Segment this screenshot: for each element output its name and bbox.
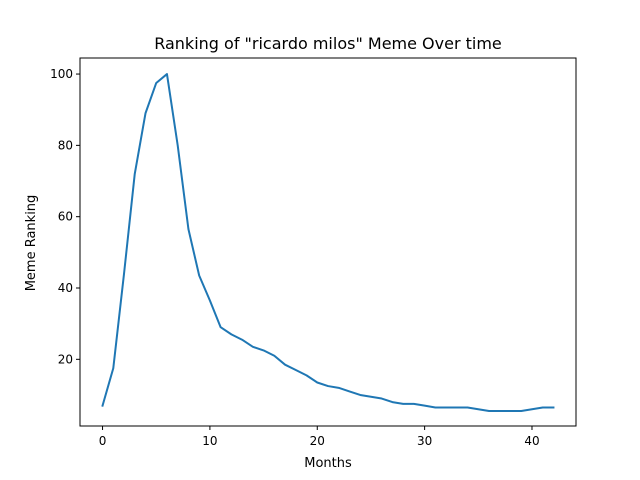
x-tick-label: 0: [99, 434, 107, 448]
x-tick-label: 40: [524, 434, 539, 448]
y-tick-label: 60: [58, 210, 73, 224]
y-axis-label: Meme Ranking: [24, 195, 39, 292]
y-tick-label: 80: [58, 138, 73, 152]
chart-title: Ranking of "ricardo milos" Meme Over tim…: [154, 34, 502, 53]
series-line: [101, 73, 555, 413]
x-axis-label: Months: [304, 456, 352, 471]
plot-area: [101, 73, 555, 413]
x-tick-label: 20: [310, 434, 325, 448]
x-tick-label: 30: [417, 434, 432, 448]
y-tick-label: 40: [58, 281, 73, 295]
x-tick-label: 10: [202, 434, 217, 448]
y-tick-label: 100: [50, 67, 73, 81]
y-axis: 20 40 60 80 100: [50, 67, 80, 366]
y-tick-label: 20: [58, 352, 73, 366]
plot-frame: [79, 57, 577, 427]
x-axis: 0 10 20 30 40: [99, 426, 540, 448]
